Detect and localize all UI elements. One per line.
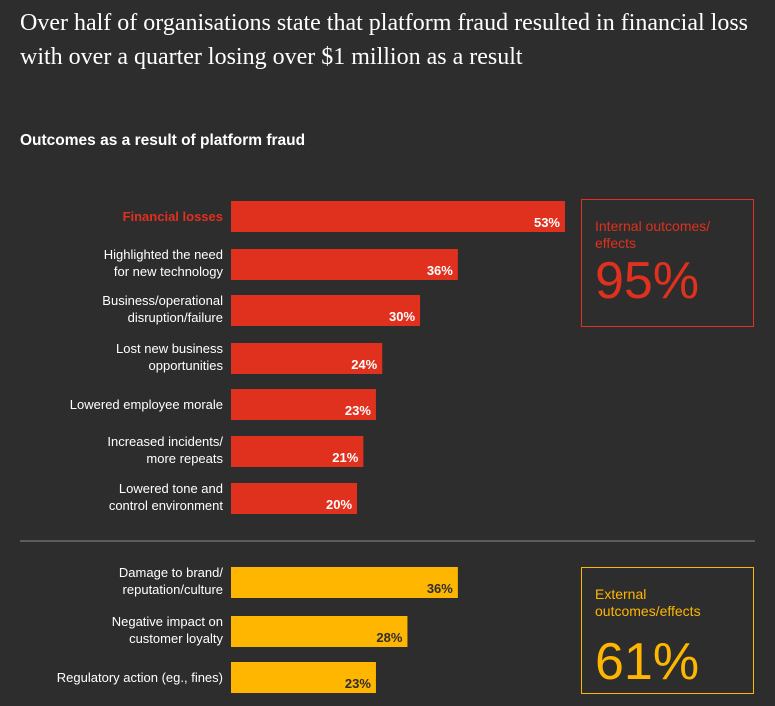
- internal-callout-label: Internal outcomes/ effects: [595, 218, 711, 251]
- bar-lowered-employee-morale: [231, 389, 376, 420]
- value-label-lowered-tone-and-control-environment: 20%: [326, 497, 352, 512]
- value-label-damage-to-brand-reputation-culture: 36%: [427, 581, 453, 596]
- value-label-increased-incidents-more-repeats: 21%: [332, 450, 358, 465]
- bar-lost-new-business-opportunities: [231, 343, 383, 374]
- category-label-lowered-employee-morale: Lowered employee morale: [70, 397, 223, 412]
- external-outcomes-callout: External outcomes/effects 61%: [581, 567, 754, 694]
- category-label-regulatory-action-eg-fines: Regulatory action (eg., fines): [57, 670, 223, 685]
- category-label-increased-incidents-more-repeats: Increased incidents/more repeats: [107, 434, 223, 466]
- bar-highlighted-the-need-for-new-technology: [231, 249, 458, 280]
- value-label-lost-new-business-opportunities: 24%: [351, 357, 377, 372]
- category-label-financial-losses: Financial losses: [123, 209, 223, 224]
- category-label-lowered-tone-and-control-environment: Lowered tone and control environment: [109, 481, 224, 513]
- value-label-business-operational-disruption-failure: 30%: [389, 309, 415, 324]
- bars-layer: 53% Financial losses 36% Highlighted the ne…: [57, 201, 565, 693]
- category-label-lost-new-business-opportunities: Lost new business opportunities: [116, 341, 223, 373]
- internal-outcomes-callout: Internal outcomes/ effects 95%: [581, 199, 754, 327]
- bar-regulatory-action-eg-fines: [231, 662, 376, 693]
- external-callout-label: External outcomes/effects: [595, 586, 701, 619]
- category-label-highlighted-the-need-for-new-technology: Highlighted the need for new technology: [104, 247, 224, 279]
- bar-lowered-tone-and-control-environment: [231, 483, 358, 514]
- internal-callout-value: 95%: [595, 252, 700, 310]
- bar-negative-impact-on-customer-loyalty: [231, 616, 408, 647]
- value-label-regulatory-action-eg-fines: 23%: [345, 676, 371, 691]
- category-label-negative-impact-on-customer-loyalty: Negative impact on customer loyalty: [112, 614, 224, 646]
- value-label-financial-losses: 53%: [534, 215, 560, 230]
- headline: Over half of organisations state that pl…: [20, 10, 749, 70]
- bar-damage-to-brand-reputation-culture: [231, 567, 458, 598]
- value-label-negative-impact-on-customer-loyalty: 28%: [376, 630, 402, 645]
- bar-business-operational-disruption-failure: [231, 295, 421, 326]
- value-label-highlighted-the-need-for-new-technology: 36%: [427, 263, 453, 278]
- external-callout-value: 61%: [595, 633, 700, 691]
- bar-increased-incidents-more-repeats: [231, 436, 364, 467]
- value-label-lowered-employee-morale: 23%: [345, 403, 371, 418]
- chart-title: Outcomes as a result of platform fraud: [20, 132, 306, 149]
- category-label-damage-to-brand-reputation-culture: Damage to brand/reputation/culture: [119, 565, 223, 597]
- bar-financial-losses: [231, 201, 565, 232]
- category-label-business-operational-disruption-failure: Business/operational disruption/failure: [102, 293, 223, 325]
